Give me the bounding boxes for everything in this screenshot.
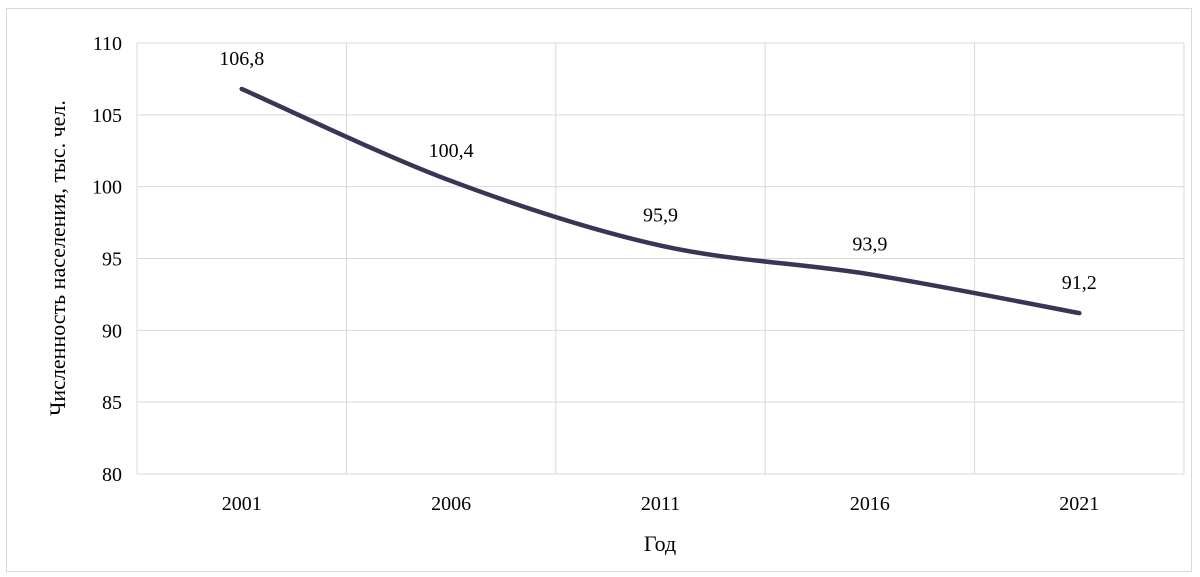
- x-tick-label: 2006: [431, 493, 471, 515]
- x-axis-ticks: 2001 2006 2011 2016 2021: [222, 493, 1100, 515]
- y-tick-label: 95: [102, 249, 122, 271]
- data-point: [449, 178, 454, 183]
- series-line: [239, 86, 1082, 316]
- data-labels: 106,8 100,4 95,9 93,9 91,2: [219, 48, 1097, 294]
- x-tick-label: 2011: [641, 493, 680, 515]
- data-label: 95,9: [643, 205, 678, 227]
- y-tick-label: 100: [92, 177, 122, 199]
- y-tick-label: 105: [92, 105, 122, 127]
- x-tick-label: 2016: [850, 493, 890, 515]
- x-tick-label: 2001: [222, 493, 262, 515]
- chart-frame: [6, 8, 1192, 572]
- data-point: [1077, 311, 1082, 316]
- data-label: 93,9: [852, 233, 887, 255]
- y-axis-ticks: 80 85 90 95 100 105 110: [92, 33, 122, 486]
- data-label: 91,2: [1062, 272, 1097, 294]
- series-group: [239, 86, 1082, 316]
- y-tick-label: 110: [93, 33, 122, 55]
- data-label: 100,4: [429, 140, 474, 162]
- grid-lines: [136, 42, 1185, 475]
- data-point: [239, 86, 244, 91]
- x-tick-label: 2021: [1059, 493, 1099, 515]
- y-axis-title: Численность населения, тыс. чел.: [45, 100, 70, 416]
- x-axis-title: Год: [644, 531, 676, 556]
- data-point: [658, 243, 663, 248]
- y-tick-label: 80: [102, 464, 122, 486]
- y-tick-label: 85: [102, 392, 122, 414]
- y-tick-label: 90: [102, 320, 122, 342]
- data-point: [867, 272, 872, 277]
- data-label: 106,8: [219, 48, 264, 70]
